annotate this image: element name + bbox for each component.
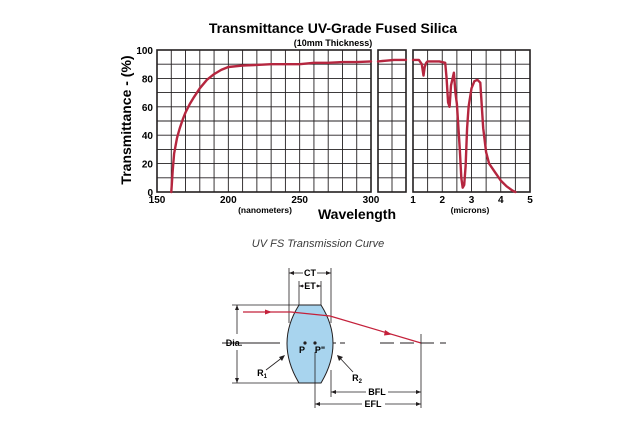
x-tick-label: 1 (410, 195, 416, 206)
chart-title: Transmittance UV-Grade Fused Silica (209, 20, 457, 36)
dia-arrowhead-top (235, 305, 239, 310)
ray-arrowhead-out (384, 330, 392, 336)
r2-leader (338, 356, 354, 373)
ct-arrowhead-left (289, 271, 294, 275)
ray-refracted (329, 315, 422, 344)
x-axis-title: Wavelength (318, 206, 396, 222)
label-ct: CT (304, 268, 316, 278)
y-tick-labels: 0 20 40 60 80 100 (136, 46, 153, 199)
y-tick-label: 20 (142, 160, 154, 171)
label-r2: R2 (352, 373, 363, 385)
unit-label-microns: (microns) (451, 205, 490, 215)
label-bfl: BFL (368, 387, 386, 397)
bfl-arrowhead-right (416, 390, 421, 394)
r2-arrowhead (337, 355, 343, 361)
y-axis-title: Transmittance - (%) (118, 55, 134, 184)
r1-arrowhead (279, 355, 285, 361)
r1-leader (265, 356, 284, 371)
panel-frame (412, 49, 531, 193)
y-tick-label: 100 (136, 46, 153, 57)
x-tick-label: 3 (469, 195, 475, 206)
x-tick-labels: 150 200 250 300 1 2 3 4 5 (149, 195, 534, 206)
principal-point-p-prime (313, 341, 317, 345)
ct-arrowhead-right (326, 271, 331, 275)
bfl-arrowhead-left (331, 390, 336, 394)
efl-arrowhead-right (416, 402, 421, 406)
series-line-segment (411, 58, 517, 194)
series-line-segment (170, 60, 373, 194)
unit-label-nanometers: (nanometers) (238, 205, 292, 215)
label-p-prime: P" (315, 345, 325, 355)
panel-nanometers (156, 49, 372, 193)
y-tick-label: 40 (142, 131, 154, 142)
x-tick-label: 5 (527, 195, 533, 206)
chart-caption: UV FS Transmission Curve (252, 238, 384, 250)
x-tick-label: 4 (498, 195, 504, 206)
series-transmittance (170, 58, 517, 194)
panel-frame (156, 49, 372, 193)
label-et: ET (304, 281, 316, 291)
panel-break (377, 49, 407, 193)
label-efl: EFL (365, 399, 383, 409)
label-r1: R1 (257, 368, 268, 380)
y-tick-label: 60 (142, 103, 154, 114)
x-tick-label: 200 (220, 195, 237, 206)
chart-subtitle: (10mm Thickness) (294, 38, 373, 48)
principal-point-p (303, 341, 307, 345)
panel-frame (377, 49, 407, 193)
x-tick-label: 2 (439, 195, 445, 206)
x-tick-label: 300 (363, 195, 380, 206)
dia-arrowhead-bottom (235, 378, 239, 383)
ray-arrowhead-in (265, 309, 272, 315)
panel-microns (412, 49, 531, 193)
x-tick-label: 250 (291, 195, 308, 206)
ray-through-lens (290, 311, 331, 317)
x-tick-label: 150 (149, 195, 166, 206)
y-tick-label: 0 (147, 188, 153, 199)
et-arrowhead-right (317, 284, 321, 288)
et-arrowhead-left (299, 284, 303, 288)
efl-arrowhead-left (315, 402, 320, 406)
series-line-segment (376, 58, 408, 63)
lens-body (286, 304, 334, 384)
y-tick-label: 80 (142, 74, 154, 85)
lens-diagram: CT ET Dia. P P" R1 R2 (222, 268, 446, 409)
label-p: P (299, 345, 305, 355)
label-dia: Dia. (226, 338, 243, 348)
